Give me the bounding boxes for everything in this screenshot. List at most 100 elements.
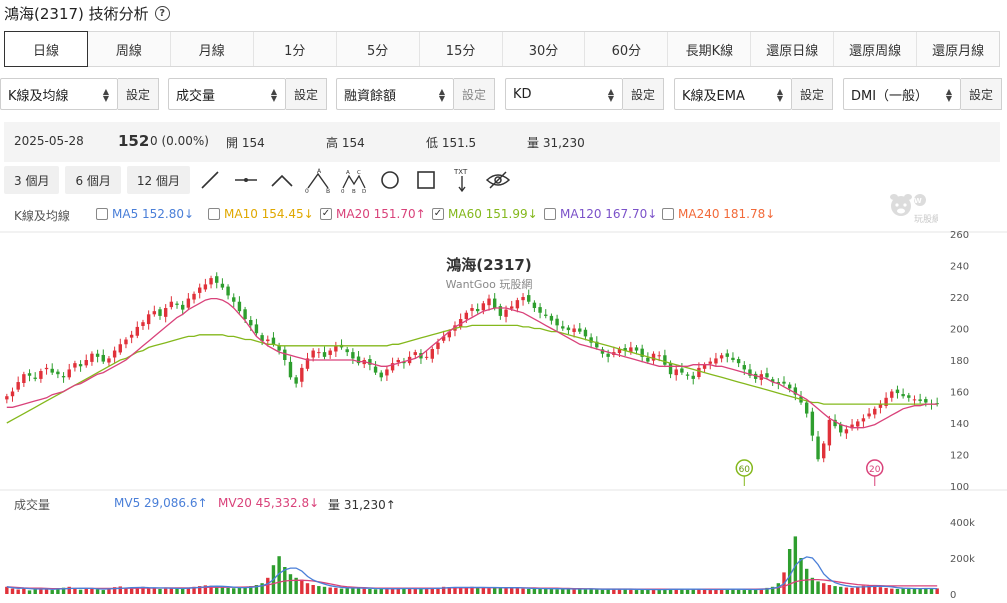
abcd-pattern-icon[interactable]: A C 0 B D (340, 166, 368, 194)
volume-bar (237, 587, 242, 594)
indicator-settings-button-5[interactable]: 設定 (961, 78, 1002, 110)
candle (413, 349, 417, 359)
tab-period-5[interactable]: 15分 (420, 32, 503, 66)
ma-legend-item-0[interactable]: MA5 152.80↓ (96, 207, 194, 221)
volume-bar (617, 588, 622, 594)
volume-bar (895, 588, 900, 594)
range-6m-button[interactable]: 6 個月 (65, 166, 121, 194)
tab-period-3[interactable]: 1分 (254, 32, 337, 66)
candle (691, 371, 695, 385)
indicator-select-0[interactable]: K線及均線 ▲ ▼ (0, 78, 118, 110)
tab-period-1[interactable]: 周線 (88, 32, 171, 66)
ma-checkbox[interactable] (96, 208, 108, 220)
candle (311, 348, 315, 362)
text-arrow-icon[interactable]: TXT (448, 166, 476, 194)
range-3m-button[interactable]: 3 個月 (4, 166, 60, 194)
volume-bar (175, 588, 179, 594)
candle (895, 385, 900, 399)
svg-text:0: 0 (305, 188, 309, 193)
ma-checkbox[interactable] (208, 208, 220, 220)
abc-pattern-icon[interactable]: A 0 B (304, 166, 332, 194)
candle (220, 278, 225, 290)
svg-text:C: C (357, 170, 361, 176)
candle-body (186, 298, 191, 308)
volume-bar (294, 577, 298, 594)
hide-icon[interactable] (484, 166, 512, 194)
candle (237, 296, 242, 314)
candle (583, 327, 588, 341)
horizontal-line-icon[interactable] (232, 166, 260, 194)
indicator-select-3[interactable]: KD ▲ ▼ (505, 78, 623, 110)
candle (407, 351, 412, 366)
tab-period-2[interactable]: 月線 (171, 32, 254, 66)
volume-bar (561, 588, 565, 594)
indicator-select-5[interactable]: DMI（一般） ▲ ▼ (843, 78, 961, 110)
ma-legend-item-2[interactable]: ✓ MA20 151.70↑ (320, 207, 426, 221)
candle (95, 349, 100, 363)
volume-bar (95, 589, 100, 594)
indicator-select-4[interactable]: K線及EMA ▲ ▼ (674, 78, 792, 110)
volume-bar (441, 586, 446, 594)
volume-tick-label: 0 (950, 590, 956, 601)
line-tool-icon[interactable] (196, 166, 224, 194)
range-12m-button[interactable]: 12 個月 (126, 166, 190, 194)
candle-body (532, 302, 537, 309)
volume-bar (515, 588, 520, 594)
volume-bar (44, 589, 49, 594)
candle (561, 320, 565, 331)
volume-bar (464, 587, 469, 594)
angle-icon[interactable] (268, 166, 296, 194)
ma-checkbox[interactable] (544, 208, 556, 220)
tab-period-0[interactable]: 日線 (4, 31, 88, 67)
indicator-settings-button-3[interactable]: 設定 (623, 78, 664, 110)
tab-period-9[interactable]: 還原日線 (751, 32, 835, 66)
mv5-line (6, 556, 938, 591)
ma-legend-item-4[interactable]: MA120 167.70↓ (544, 207, 657, 221)
tab-period-8[interactable]: 長期K線 (668, 32, 752, 66)
candle-body (527, 295, 531, 302)
candle-body (578, 328, 582, 332)
volume-bar (527, 588, 531, 594)
indicator-select-2[interactable]: 融資餘額 ▲ ▼ (336, 78, 454, 110)
candle-body (833, 419, 837, 427)
quote-volume: 量 31,230 (527, 136, 585, 150)
ma-legend-item-3[interactable]: ✓ MA60 151.99↓ (432, 207, 538, 221)
indicator-settings-button-2[interactable]: 設定 (454, 78, 495, 110)
volume-bar (890, 588, 894, 594)
tab-period-7[interactable]: 60分 (585, 32, 669, 66)
tab-period-11[interactable]: 還原月線 (932, 43, 985, 59)
volume-bar (260, 583, 264, 594)
circle-icon[interactable] (376, 166, 404, 194)
volume-bar (192, 586, 196, 594)
tab-period-10[interactable]: 還原周線 (834, 32, 918, 66)
rectangle-icon[interactable] (412, 166, 440, 194)
ma-legend-item-5[interactable]: MA240 181.78↓ (662, 207, 775, 221)
wantgoo-logo: W 玩股網 (884, 190, 941, 226)
ma-legend-item-1[interactable]: MA10 154.45↓ (208, 207, 314, 221)
candle (186, 293, 191, 311)
volume-bar (572, 588, 576, 594)
indicator-settings-button-1[interactable]: 設定 (286, 78, 327, 110)
candle (215, 272, 219, 289)
indicator-settings-button-4[interactable]: 設定 (792, 78, 833, 110)
indicator-settings-button-0[interactable]: 設定 (118, 78, 159, 110)
candle (521, 293, 525, 306)
candle (544, 309, 548, 319)
ma-checkbox[interactable] (662, 208, 674, 220)
volume-bar (634, 590, 639, 594)
volume-bar (918, 588, 922, 594)
indicator-select-1[interactable]: 成交量 ▲ ▼ (168, 78, 286, 110)
tab-period-4[interactable]: 5分 (337, 32, 420, 66)
candle-body (152, 311, 157, 315)
help-icon[interactable]: ? (154, 5, 170, 21)
ma-checkbox[interactable]: ✓ (432, 208, 444, 220)
candle (254, 318, 259, 336)
ma-legend-text: MA120 167.70↓ (560, 207, 658, 221)
ma-checkbox[interactable]: ✓ (320, 208, 332, 220)
tab-period-6[interactable]: 30分 (503, 32, 586, 66)
volume-bar (492, 587, 497, 594)
candle (328, 348, 332, 359)
price-volume-chart[interactable]: 100 120 140 160 180 200 220 240 260 0 200k 400k 鴻海(2… (0, 228, 1007, 603)
volume-bar (73, 588, 77, 594)
volume-bar (447, 587, 452, 594)
